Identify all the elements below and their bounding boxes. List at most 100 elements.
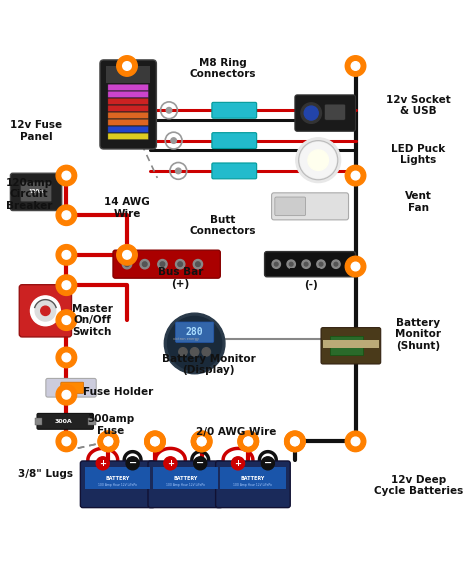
Circle shape (56, 165, 77, 186)
FancyBboxPatch shape (19, 284, 72, 337)
Circle shape (35, 301, 55, 321)
Circle shape (191, 431, 212, 452)
Text: Butt
Connectors: Butt Connectors (189, 215, 256, 236)
Circle shape (164, 457, 177, 470)
Circle shape (96, 457, 109, 470)
Circle shape (62, 353, 71, 362)
FancyBboxPatch shape (321, 328, 381, 364)
Circle shape (345, 431, 366, 452)
Circle shape (179, 348, 187, 356)
Circle shape (238, 431, 258, 452)
Text: 300amp
Fuse: 300amp Fuse (87, 414, 134, 436)
Circle shape (301, 142, 336, 178)
Text: 280: 280 (186, 327, 203, 337)
Circle shape (308, 150, 328, 171)
Circle shape (301, 103, 321, 123)
Circle shape (351, 62, 360, 70)
Circle shape (231, 457, 245, 470)
Text: 100 Amp Hour 12V LiFePo: 100 Amp Hour 12V LiFePo (98, 483, 137, 487)
Circle shape (196, 262, 200, 266)
Text: 12v Socket
& USB: 12v Socket & USB (386, 95, 451, 117)
Circle shape (123, 251, 131, 259)
Circle shape (193, 260, 202, 269)
FancyBboxPatch shape (148, 461, 223, 508)
Circle shape (123, 62, 131, 70)
FancyBboxPatch shape (108, 91, 148, 98)
Circle shape (56, 384, 77, 405)
Circle shape (304, 106, 318, 120)
Text: Battery
Monitor
(Shunt): Battery Monitor (Shunt) (395, 318, 441, 351)
FancyBboxPatch shape (100, 60, 156, 149)
Text: BATTERY: BATTERY (241, 476, 265, 481)
Text: 100 Amp Hour 12V LiFePo: 100 Amp Hour 12V LiFePo (234, 483, 273, 487)
Circle shape (194, 457, 207, 470)
Circle shape (191, 348, 199, 356)
FancyBboxPatch shape (46, 379, 96, 397)
Text: Vent
Fan: Vent Fan (405, 191, 432, 213)
Circle shape (244, 437, 253, 445)
Text: 120A: 120A (28, 190, 44, 195)
FancyBboxPatch shape (275, 197, 306, 215)
Circle shape (285, 431, 305, 452)
Circle shape (104, 437, 113, 445)
Circle shape (345, 165, 366, 186)
FancyBboxPatch shape (108, 133, 148, 140)
Text: −: − (128, 458, 137, 468)
FancyBboxPatch shape (212, 163, 256, 179)
Text: Battery Monitor
(Display): Battery Monitor (Display) (162, 353, 255, 375)
Text: 14 AWG
Wire: 14 AWG Wire (104, 197, 150, 219)
Circle shape (191, 431, 212, 452)
Text: LED Puck
Lights: LED Puck Lights (392, 144, 446, 165)
Circle shape (261, 457, 274, 470)
Circle shape (334, 263, 338, 266)
Text: 300A: 300A (54, 419, 72, 424)
FancyBboxPatch shape (108, 126, 148, 132)
Circle shape (145, 431, 165, 452)
Circle shape (291, 437, 299, 445)
Circle shape (244, 437, 253, 445)
Circle shape (62, 437, 71, 445)
Circle shape (41, 306, 50, 315)
FancyBboxPatch shape (108, 98, 148, 105)
FancyBboxPatch shape (295, 95, 356, 131)
Circle shape (175, 168, 181, 174)
Text: 12v Deep
Cycle Batteries: 12v Deep Cycle Batteries (374, 475, 463, 496)
Text: −: − (196, 458, 204, 468)
Circle shape (272, 260, 281, 268)
Circle shape (285, 431, 305, 452)
Circle shape (345, 256, 366, 277)
FancyBboxPatch shape (323, 340, 379, 348)
FancyBboxPatch shape (330, 337, 363, 355)
Text: 100 Amp Hour 12V LiFePo: 100 Amp Hour 12V LiFePo (166, 483, 205, 487)
Text: BATTERY: BATTERY (106, 476, 130, 481)
Circle shape (56, 205, 77, 226)
Circle shape (166, 108, 172, 113)
Text: victron energy: victron energy (173, 337, 199, 341)
Circle shape (62, 211, 71, 219)
FancyBboxPatch shape (108, 105, 148, 112)
Circle shape (104, 437, 113, 445)
Circle shape (178, 262, 182, 266)
Circle shape (238, 431, 258, 452)
FancyBboxPatch shape (108, 112, 148, 119)
Text: 12v Fuse
Panel: 12v Fuse Panel (10, 121, 62, 142)
Circle shape (317, 260, 325, 268)
Circle shape (117, 56, 137, 76)
FancyBboxPatch shape (108, 119, 148, 126)
FancyBboxPatch shape (175, 322, 214, 343)
Circle shape (62, 281, 71, 289)
Text: 2/0 AWG Wire: 2/0 AWG Wire (196, 427, 277, 437)
Text: Bus Bar
(-): Bus Bar (-) (289, 268, 334, 290)
FancyBboxPatch shape (153, 467, 218, 489)
FancyBboxPatch shape (85, 467, 150, 489)
Circle shape (296, 138, 341, 182)
Circle shape (56, 347, 77, 367)
Circle shape (151, 437, 159, 445)
Circle shape (145, 431, 165, 452)
FancyBboxPatch shape (264, 251, 356, 277)
FancyBboxPatch shape (220, 467, 285, 489)
FancyBboxPatch shape (272, 193, 348, 220)
Circle shape (62, 171, 71, 180)
FancyBboxPatch shape (108, 84, 148, 91)
Circle shape (304, 263, 308, 266)
